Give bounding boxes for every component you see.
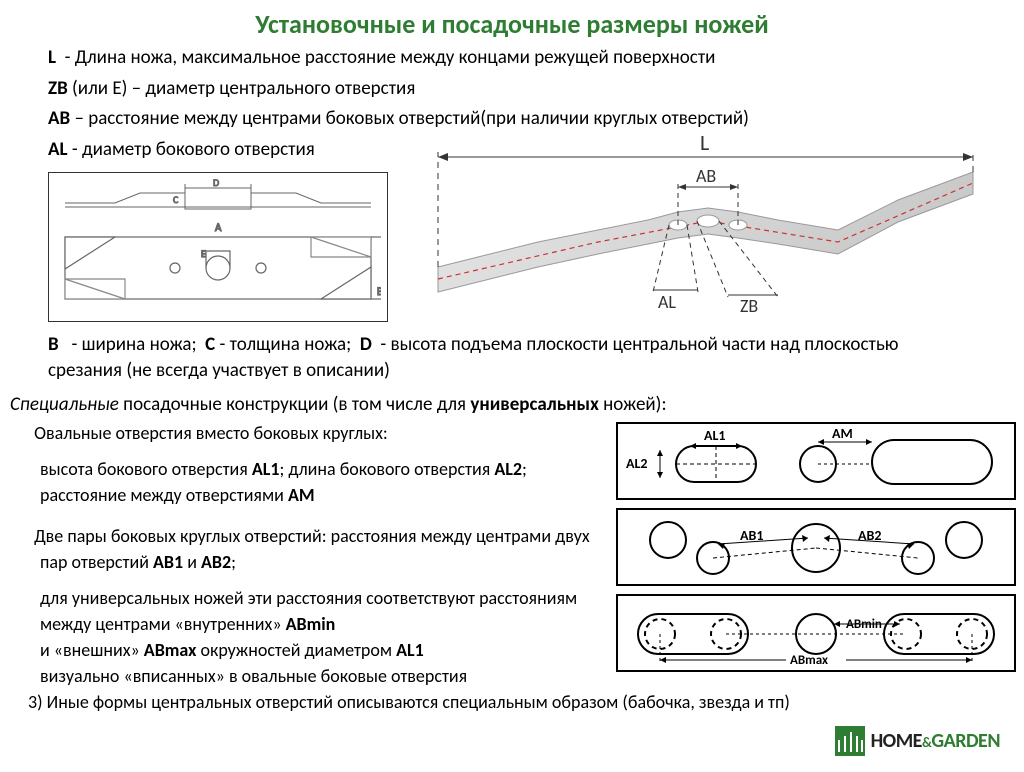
blade-svg: L AB AL ZB [418,122,978,322]
i1-l2a: высота бокового отверстия [40,458,252,480]
special-bold: универсальных [470,393,598,416]
svg-text:AL2: AL2 [626,455,648,472]
svg-text:ZB: ZB [740,295,758,317]
svg-text:ABmax: ABmax [790,653,828,668]
right-diagram: L AB AL ZB [418,122,1014,302]
lbl-AL1b: AL1 [396,639,424,661]
txt-B: - ширина ножа; [72,333,197,356]
top-diagrams: D C A B E [0,166,1024,326]
item-2: 2) Две пары боковых круглых отверстий: р… [8,523,602,575]
special-rest: посадочные конструкции (в том числе для [119,393,470,416]
num-1: 1) [8,420,30,446]
brand-logo: HOME&GARDEN [835,726,1000,756]
item3-txt: Иные формы центральных отверстий описыва… [47,691,790,713]
left-diagram-svg: D C A B E [55,179,381,315]
logo-text: HOME&GARDEN [871,729,1000,753]
left-diagram-box: D C A B E [48,172,388,322]
svg-text:E: E [201,247,206,260]
d1-svg: AL1 AL2 AM [618,424,1014,498]
txt-ZB: (или E) – диаметр центрального отверстия [72,77,415,100]
special-header: Специальные посадочные конструкции (в то… [0,387,1024,420]
svg-text:D: D [213,179,219,189]
sym-AB: AB [48,107,70,130]
logo-amp: & [922,734,931,751]
i2-l4: визуально «вписанных» в овальные боковые… [40,665,467,687]
i2-l1a: Две пары боковых круглых отверстий: расс… [34,525,590,573]
txt-L: - Длина ножа, максимальное расстояние ме… [65,46,716,69]
diagram-box-1: AL1 AL2 AM [616,422,1016,500]
i1-l2b: ; длина бокового отверстия [280,458,495,480]
d2-svg: AB1 AB2 [618,510,1014,584]
svg-text:AB: AB [696,165,716,187]
svg-text:C: C [173,193,179,206]
sym-C: C [205,333,215,356]
sym-D: D [360,333,372,356]
lbl-ABmin: ABmin [286,613,336,635]
txt-C: - толщина ножа; [220,333,352,356]
svg-text:AL1: AL1 [704,427,726,444]
sym-B: B [48,333,59,356]
txt-AL: - диаметр бокового отверстия [72,138,315,161]
def-L: L - Длина ножа, максимальное расстояние … [48,44,976,73]
i2-l1c: ; [231,551,236,573]
svg-text:B: B [377,285,381,298]
logo-garden: GARDEN [931,729,1000,753]
item1-sub: высота бокового отверстия AL1; длина бок… [8,456,602,508]
item-3: 3) Иные формы центральных отверстий опис… [0,689,1024,714]
diagram-box-3: ABmin ABmax [616,594,1016,672]
sym-AL: AL [48,138,68,161]
svg-text:AL: AL [658,291,676,313]
lbl-ABmax: ABmax [144,639,197,661]
page-title: Установочные и посадочные размеры ножей [0,0,1024,40]
lbl-AL2: AL2 [494,458,522,480]
logo-home: HOME [871,729,922,753]
mid-definitions: B - ширина ножа; C - толщина ножа; D - в… [0,326,1024,387]
lbl-AL1: AL1 [252,458,280,480]
i2-l3a: и «внешних» [40,639,144,661]
i2-l1b: и [183,551,201,573]
list-section: 1) Овальные отверстия вместо боковых кру… [0,420,1024,689]
lbl-AB2: AB2 [201,551,231,573]
svg-text:A: A [215,221,222,234]
item1-line1: Овальные отверстия вместо боковых круглы… [34,422,388,444]
special-tail: ножей): [599,393,667,416]
lbl-AB1: AB1 [153,551,183,573]
num-3: 3) [28,691,43,713]
i1-l2c: ; [522,458,527,480]
i2-l3b: окружностей диаметром [196,639,396,661]
i1-l3a: расстояние между отверстиями [40,484,288,506]
def-ZB: ZB (или E) – диаметр центрального отверс… [48,75,976,104]
list-text: 1) Овальные отверстия вместо боковых кру… [8,420,602,689]
sym-ZB: ZB [48,77,68,100]
svg-text:L: L [700,129,709,156]
sym-L: L [48,46,56,69]
item2-sub: для универсальных ножей эти расстояния с… [8,585,602,689]
logo-icon [835,726,865,756]
diagram-boxes: AL1 AL2 AM [616,420,1016,689]
lbl-AM: AM [288,484,315,506]
svg-text:AM: AM [832,425,853,442]
d3-svg: ABmin ABmax [618,596,1014,670]
special-italic: Специальные [10,393,119,416]
num-2: 2) [8,523,30,549]
diagram-box-2: AB1 AB2 [616,508,1016,586]
item-1: 1) Овальные отверстия вместо боковых кру… [8,420,602,446]
